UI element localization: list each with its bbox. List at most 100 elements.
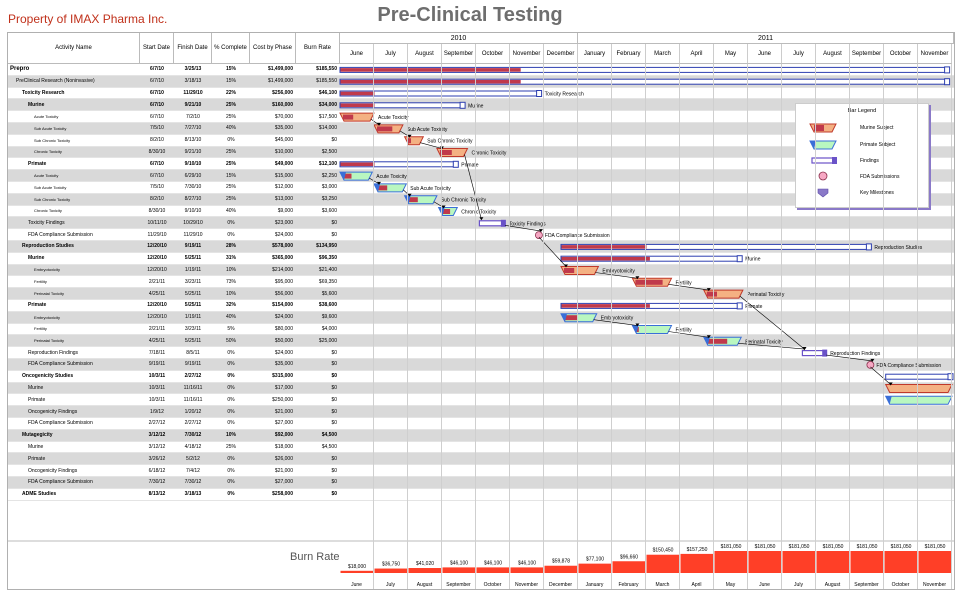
dependency-arrow [635,276,640,280]
table-row[interactable]: Sub Chronic Toxicity 8/2/10 8/13/10 0% $45,0… [8,135,954,147]
bar-label: Reproduction Findings [830,351,881,357]
col-header-burn[interactable]: Burn Rate [296,33,340,64]
grid-line [543,64,544,589]
table-row[interactable]: Primate 10/3/11 11/16/11 0% $250,000 $0 [8,394,954,407]
dependency-link [595,272,638,279]
cell-cost: $24,000 [274,231,293,238]
gantt-chart: Toxicity ResearchMurineAcute ToxicitySub… [8,66,954,573]
table-row[interactable]: Perinatal Toxicity 4/25/11 5/25/11 50% $50,0… [8,335,954,348]
legend-fda-swatch [818,171,828,181]
dependency-link [668,284,709,291]
cell-finish: 1/19/11 [184,314,202,321]
cell-pct: 0% [227,491,235,498]
cell-finish: 9/21/10 [184,148,202,155]
cell-finish: 4/18/12 [184,443,202,450]
table-row[interactable]: Reproduction Findings 7/18/11 8/5/11 0% $24,… [8,347,954,359]
cell-cost: $1,499,000 [267,78,293,85]
table-row[interactable]: Sub Chronic Toxicity 8/2/10 8/27/10 25% $13,… [8,193,954,206]
cell-name: Reproduction Studies [22,243,74,250]
primate-start [340,172,346,181]
col-header-activity[interactable]: Activity Name [8,33,140,64]
table-row[interactable]: FDA Compliance Submission 11/29/10 11/29/1… [8,229,954,241]
burn-month-label: November [918,581,952,589]
table-row[interactable]: Oncogenicity Findings 6/18/12 7/4/12 0% $21,… [8,465,954,477]
cell-name: Acute Toxicity [34,114,59,120]
table-row[interactable]: Toxicity Research 6/7/10 11/29/10 22% $256,0… [8,88,954,100]
table-row[interactable]: Embryotoxicity 12/20/10 1/19/11 10% $214,000… [8,264,954,277]
grid-line [577,64,578,589]
burn-value: $41,020 [416,561,434,567]
cell-pct: 5% [227,325,235,332]
table-row[interactable]: Mutagegicity 3/12/12 7/30/12 10% $92,000 $4,5… [8,429,954,442]
cell-pct: 50% [225,337,236,344]
cell-name: FDA Compliance Submission [28,231,93,238]
cell-pct: 0% [227,373,235,380]
cell-name: Mutagegicity [22,432,53,439]
grid-line [509,64,510,589]
grid-line [679,64,680,589]
table-row[interactable]: Prepro 6/7/10 3/25/13 15% $1,499,000 $185,550 [8,64,954,76]
cell-cost: $18,000 [274,443,293,450]
table-row[interactable]: FDA Compliance Submission 2/27/12 2/27/12 0… [8,418,954,430]
table-row[interactable]: Sub Acute Toxicity 7/5/10 7/30/10 25% $12,00… [8,182,954,194]
cell-cost: $35,000 [274,125,293,132]
table-row[interactable]: Acute Toxicity 6/7/10 7/2/10 25% $70,000 $17,… [8,111,954,123]
table-row[interactable]: Murine 12/20/10 5/25/11 31% $365,000 $96,350 [8,253,954,265]
table-row[interactable]: FDA Compliance Submission 9/19/11 9/19/11 0… [8,359,954,371]
burn-month-label: December [544,581,578,589]
cell-name: Perinatal Toxicity [34,338,64,344]
cell-name: Acute Toxicity [34,173,59,179]
table-row[interactable]: Reproduction Studies 12/20/10 9/19/11 28% $5… [8,241,954,253]
table-row[interactable]: Chronic Toxicity 8/30/10 9/21/10 25% $10,000… [8,146,954,159]
primate-start [885,396,892,405]
primate-start [632,325,639,334]
table-row[interactable]: Murine 6/7/10 9/21/10 25% $160,000 $34,000 [8,99,954,112]
fda-milestone [866,360,875,369]
table-row[interactable]: Oncogenicity Studies 10/3/11 2/27/12 0% $315… [8,371,954,383]
cell-start: 2/21/11 [148,278,166,285]
cell-cost: $95,000 [274,278,293,285]
burn-bar [408,568,442,573]
col-header-cost[interactable]: Cost by Phase [250,33,296,64]
primate-progress [343,173,352,179]
cell-cost: $21,000 [274,467,293,474]
cell-burn: $0 [331,408,337,415]
cell-pct: 0% [227,231,235,238]
burn-month-label: June [748,581,782,589]
table-row[interactable]: Perinatal Toxicity 4/25/11 5/25/11 10% $56,0… [8,288,954,300]
table-row[interactable]: FDA Compliance Submission 7/30/12 7/30/12 0… [8,477,954,489]
col-header-start[interactable]: Start Date [140,33,174,64]
table-row[interactable]: Primate 12/20/10 5/25/11 32% $154,000 $38,600 [8,300,954,312]
cell-pct: 0% [227,396,235,403]
table-row[interactable]: Embryotoxicity 12/20/10 1/19/11 40% $24,000 $… [8,311,954,324]
table-row[interactable]: Primate 6/7/10 9/10/10 25% $49,000 $12,100 [8,158,954,171]
burn-bar [510,567,544,573]
cell-burn: $0 [331,491,337,498]
table-row[interactable]: Murine 3/12/12 4/18/12 25% $18,000 $4,500 [8,442,954,454]
table-row[interactable]: Primate 3/26/12 5/2/12 0% $26,000 $0 [8,453,954,466]
cell-cost: $365,000 [272,255,293,262]
burn-bar [340,570,374,573]
col-header-complete[interactable]: % Complete [212,33,250,64]
cell-burn: $185,550 [316,78,337,85]
col-header-finish[interactable]: Finish Date [174,33,212,64]
table-row[interactable]: Murine 10/3/11 11/16/11 0% $17,000 $0 [8,382,954,395]
table-row[interactable]: ADME Studies 8/13/12 3/18/13 0% $258,000 $0 [8,489,954,501]
table-row[interactable]: Sub Acute Toxicity 7/5/10 7/27/10 40% $35,00… [8,123,954,135]
cell-cost: $160,000 [272,101,293,108]
legend-swatches [809,123,837,198]
table-row[interactable]: Fertility 2/21/11 3/23/11 73% $95,000 $69,350 [8,276,954,289]
cell-finish: 7/30/10 [184,184,202,191]
dependency-arrow [802,347,807,351]
cell-name: Sub Acute Toxicity [34,184,67,190]
cell-cost: $256,000 [272,89,293,96]
burn-value: $150,450 [653,548,674,554]
cell-burn: $134,950 [316,243,337,250]
table-row[interactable]: Fertility 2/21/11 3/23/11 5% $80,000 $4,000 [8,324,954,336]
cell-burn: $3,000 [321,184,337,191]
summary-end [947,373,954,381]
burn-bar [442,567,476,573]
table-row[interactable]: Acute Toxicity 6/7/10 6/29/10 15% $15,000 $2,… [8,170,954,182]
cell-burn: $46,100 [318,89,337,96]
table-row[interactable]: Oncogenicity Findings 1/9/12 1/20/12 0% $21,… [8,406,954,418]
